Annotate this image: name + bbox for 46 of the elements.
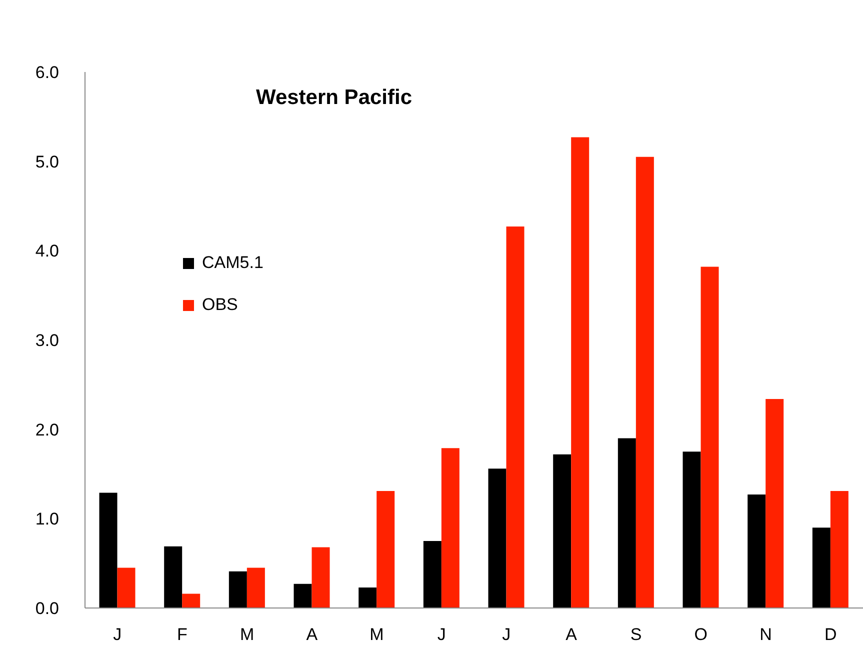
bar bbox=[441, 448, 460, 608]
y-tick-label: 5.0 bbox=[35, 152, 59, 172]
legend-label: CAM5.1 bbox=[202, 253, 264, 273]
bar bbox=[812, 528, 830, 608]
bar bbox=[182, 594, 200, 608]
bar bbox=[618, 438, 636, 608]
bar bbox=[423, 541, 442, 608]
text: Western Pacific bbox=[256, 86, 412, 110]
x-tick-label: A bbox=[306, 625, 318, 644]
y-tick-label: 2.0 bbox=[35, 420, 59, 440]
bar bbox=[117, 568, 136, 608]
x-tick-label: M bbox=[370, 625, 384, 644]
bar bbox=[164, 546, 182, 608]
bar bbox=[636, 156, 654, 608]
bar bbox=[553, 454, 572, 608]
x-tick-label: A bbox=[566, 625, 578, 644]
bar bbox=[246, 568, 265, 608]
bar bbox=[312, 547, 330, 608]
bar bbox=[766, 398, 784, 608]
x-tick-label: N bbox=[760, 625, 772, 644]
bar bbox=[294, 584, 312, 608]
x-tick-label: J bbox=[502, 625, 511, 644]
bar bbox=[376, 490, 395, 608]
bar bbox=[748, 494, 766, 608]
bar bbox=[488, 468, 506, 608]
bar bbox=[682, 452, 701, 608]
x-tick-label: O bbox=[694, 625, 708, 644]
y-tick-label: 3.0 bbox=[35, 331, 59, 350]
x-tick-label: F bbox=[177, 625, 188, 644]
bar bbox=[228, 571, 247, 608]
bar bbox=[99, 492, 118, 608]
x-tick-label: J bbox=[113, 625, 122, 644]
bar bbox=[506, 226, 524, 608]
y-tick-label: 1.0 bbox=[35, 510, 59, 529]
x-tick-label: M bbox=[240, 625, 254, 644]
y-tick-label: 4.0 bbox=[35, 242, 59, 261]
bar bbox=[830, 490, 848, 608]
legend-label: OBS bbox=[202, 295, 238, 315]
x-tick-label: D bbox=[824, 625, 837, 644]
y-tick-label: 0.0 bbox=[35, 599, 59, 618]
bar bbox=[358, 587, 377, 608]
bar bbox=[700, 266, 719, 608]
y-tick-label: 6.0 bbox=[35, 63, 59, 82]
x-tick-label: J bbox=[437, 625, 446, 644]
bar bbox=[571, 137, 590, 608]
x-tick-label: S bbox=[630, 625, 642, 644]
